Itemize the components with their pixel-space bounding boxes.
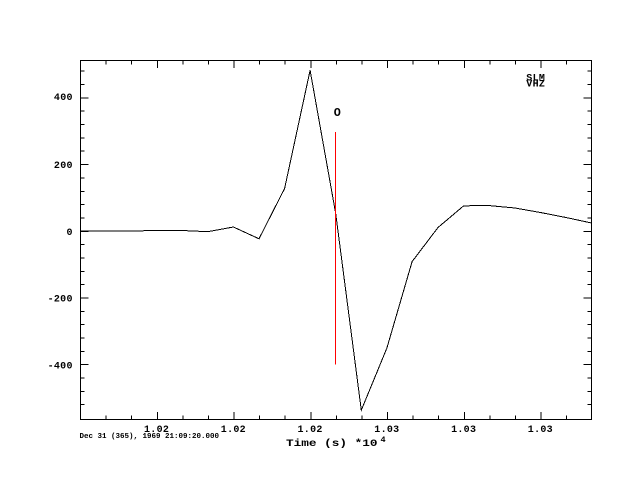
svg-text:400: 400 <box>54 93 73 104</box>
svg-text:1.02: 1.02 <box>144 425 169 436</box>
svg-text:-400: -400 <box>48 361 73 372</box>
svg-text:4: 4 <box>381 435 386 445</box>
svg-text:1.03: 1.03 <box>374 425 399 436</box>
svg-text:Time (s) *10: Time (s) *10 <box>286 438 378 450</box>
svg-text:1.03: 1.03 <box>451 425 476 436</box>
svg-text:SLM: SLM <box>526 74 545 85</box>
svg-text:0: 0 <box>66 228 72 239</box>
svg-text:200: 200 <box>54 161 73 172</box>
svg-text:1.02: 1.02 <box>221 425 246 436</box>
svg-text:O: O <box>334 106 341 120</box>
svg-text:-200: -200 <box>48 295 73 306</box>
svg-text:Dec 31 (365), 1969 21:09:20.00: Dec 31 (365), 1969 21:09:20.000 <box>80 433 220 441</box>
svg-text:1.03: 1.03 <box>528 425 553 436</box>
svg-text:VHZ: VHZ <box>526 80 545 91</box>
svg-text:1.02: 1.02 <box>297 425 322 436</box>
